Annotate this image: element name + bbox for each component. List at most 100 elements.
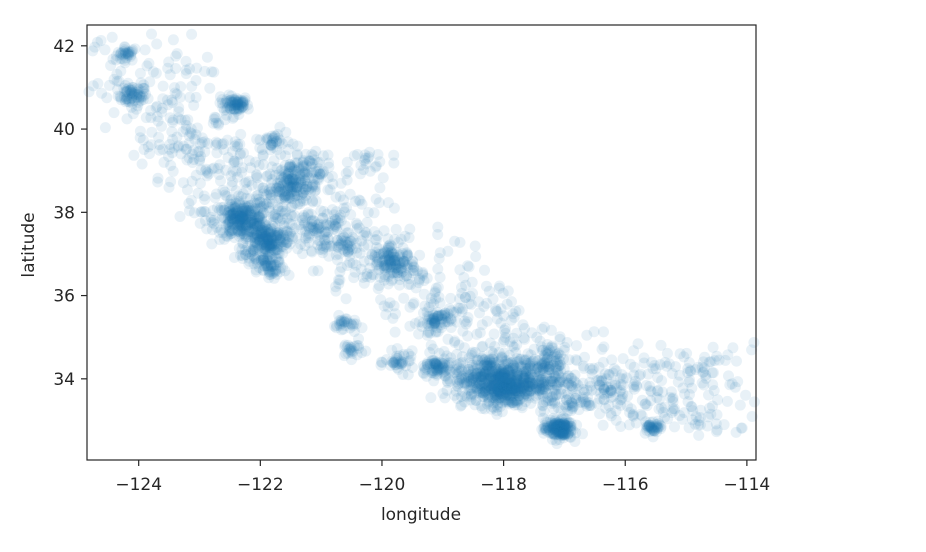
data-point	[646, 423, 658, 435]
data-point	[121, 93, 133, 105]
data-point	[242, 231, 254, 243]
data-point	[554, 426, 565, 438]
data-point	[427, 343, 439, 355]
data-point	[453, 366, 465, 377]
data-point	[546, 372, 558, 384]
data-point	[233, 215, 245, 227]
data-point	[515, 386, 527, 398]
data-point	[261, 198, 273, 210]
data-point	[257, 232, 268, 244]
data-point	[486, 372, 498, 384]
data-point	[458, 272, 470, 283]
data-point	[478, 386, 490, 398]
data-point	[707, 400, 718, 412]
data-point	[529, 383, 541, 395]
data-point	[475, 400, 487, 412]
data-point	[566, 403, 578, 415]
data-point	[261, 231, 273, 243]
data-point	[550, 421, 562, 433]
data-point	[217, 227, 229, 239]
data-point	[246, 215, 258, 227]
data-point	[605, 384, 617, 396]
data-point	[503, 396, 515, 408]
data-point	[392, 267, 403, 279]
data-point	[491, 405, 503, 417]
data-point	[370, 193, 382, 205]
data-point	[423, 313, 435, 325]
data-point	[486, 383, 498, 395]
data-point	[235, 99, 247, 111]
data-point	[384, 239, 396, 251]
data-point	[487, 365, 499, 377]
data-point	[492, 363, 504, 375]
data-point	[351, 223, 363, 235]
data-point	[464, 357, 476, 369]
data-point	[522, 348, 534, 360]
data-point	[257, 217, 268, 229]
data-point	[549, 415, 561, 427]
data-point	[297, 187, 309, 198]
data-point	[382, 244, 393, 256]
data-point	[461, 379, 473, 391]
data-point	[393, 256, 405, 268]
data-point	[492, 367, 504, 379]
data-point	[276, 236, 288, 248]
data-point	[544, 375, 556, 387]
data-point	[253, 234, 265, 246]
data-point	[431, 366, 443, 377]
data-point	[452, 381, 464, 393]
data-point	[485, 383, 497, 394]
data-point	[260, 231, 272, 242]
data-point	[559, 421, 571, 433]
data-point	[554, 434, 565, 446]
data-point	[482, 370, 494, 382]
data-point	[342, 239, 354, 251]
data-point	[483, 393, 495, 405]
data-point	[339, 316, 351, 328]
data-point	[278, 236, 290, 248]
data-point	[561, 420, 573, 431]
data-point	[249, 242, 261, 254]
data-point	[240, 220, 252, 232]
data-point	[514, 380, 525, 392]
data-point	[555, 428, 567, 440]
data-point	[499, 395, 510, 407]
data-point	[289, 190, 301, 202]
data-point	[279, 190, 290, 202]
data-point	[598, 394, 610, 406]
data-point	[180, 123, 192, 135]
data-point	[456, 391, 467, 402]
data-point	[249, 237, 261, 248]
data-point	[649, 422, 661, 434]
data-point	[542, 346, 554, 358]
data-point	[594, 379, 605, 391]
data-point	[555, 430, 567, 441]
data-point	[364, 262, 376, 274]
data-point	[273, 254, 285, 266]
data-point	[493, 385, 505, 397]
data-point	[439, 307, 451, 319]
data-point	[253, 159, 265, 171]
data-point	[449, 336, 461, 348]
data-point	[220, 164, 232, 176]
data-point	[540, 345, 552, 357]
data-point	[520, 378, 532, 390]
data-point	[504, 377, 516, 389]
data-point	[492, 386, 504, 398]
data-point	[261, 243, 273, 255]
data-point	[645, 395, 657, 407]
data-point	[487, 370, 499, 382]
data-point	[486, 366, 498, 377]
data-point	[378, 274, 390, 286]
data-point	[350, 318, 362, 330]
data-point	[504, 390, 516, 402]
data-point	[244, 235, 256, 247]
data-point	[435, 313, 447, 325]
data-point	[507, 383, 519, 395]
data-point	[212, 202, 223, 214]
data-point	[339, 245, 351, 257]
data-point	[269, 238, 281, 249]
data-point	[495, 385, 507, 397]
data-point	[711, 426, 722, 438]
data-point	[230, 195, 242, 207]
